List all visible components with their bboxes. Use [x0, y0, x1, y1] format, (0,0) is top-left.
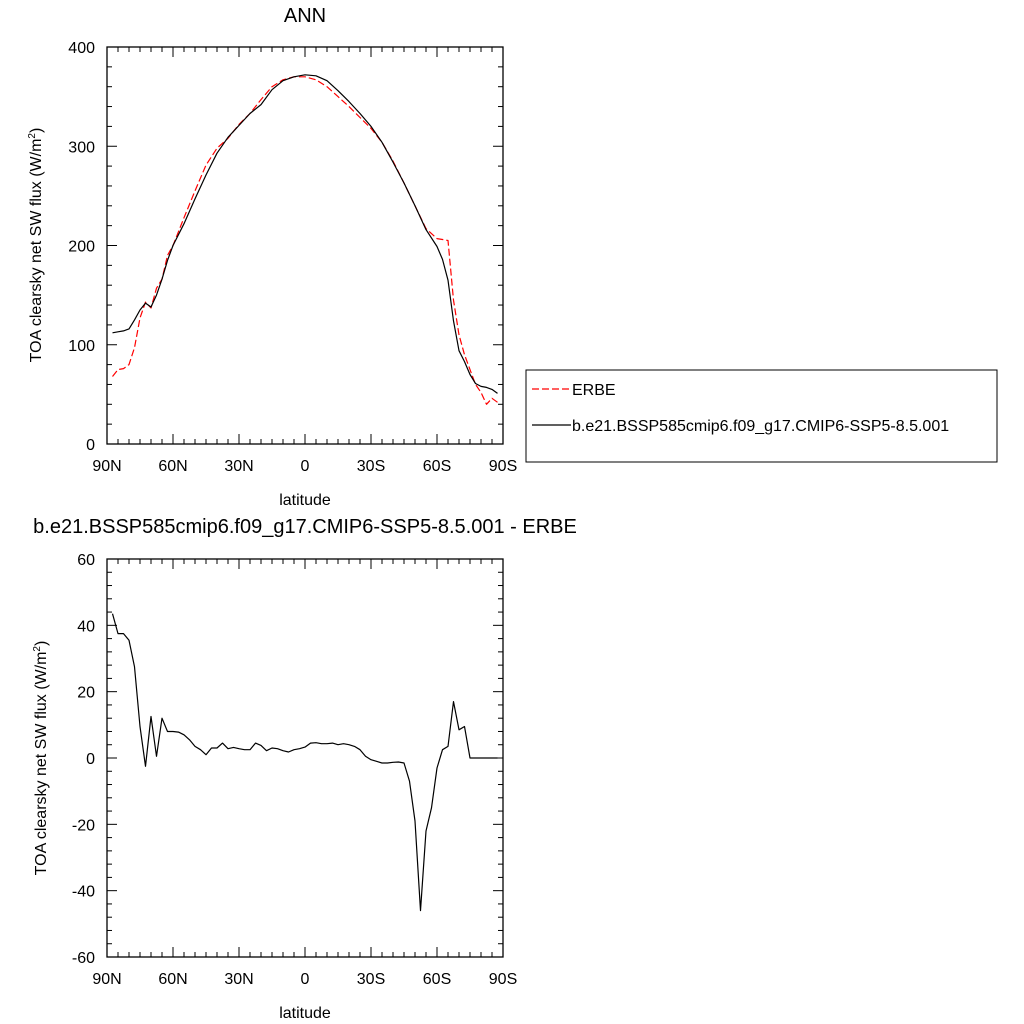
- bottom-y-tick-label: 60: [77, 552, 95, 569]
- top-y-tick-label: 100: [68, 338, 95, 355]
- top-panel-frame: [106, 46, 504, 445]
- bottom-x-tick-label: 30S: [357, 971, 385, 988]
- top-x-tick-label: 60S: [423, 458, 451, 475]
- top-series-line-b-e21-bssp585cmip6-f: [112, 74, 498, 394]
- top-y-tick-label: 300: [68, 139, 95, 156]
- bottom-y-tick-label: -20: [72, 817, 95, 834]
- top-panel: ANN 90N 60N 30N 0 30S 60S 90S 0 100 200 300 400 lat…: [27, 5, 517, 509]
- bottom-panel-y-label-tail: ): [33, 641, 50, 646]
- legend-erbe-label: ERBE: [572, 382, 616, 399]
- bottom-x-tick-label: 60S: [423, 971, 451, 988]
- top-panel-ticks: 90N 60N 30N 0 30S 60S 90S 0 100 200 300 400: [68, 40, 517, 475]
- top-x-tick-label: 60N: [158, 458, 187, 475]
- bottom-x-tick-label: 60N: [158, 971, 187, 988]
- bottom-panel-series: [111, 613, 498, 912]
- bottom-x-tick-label: 90S: [489, 971, 517, 988]
- top-panel-series: [112, 74, 498, 405]
- bottom-panel-y-label-main: TOA clearsky net SW flux (W/m: [33, 652, 50, 876]
- top-x-tick-label: 90N: [92, 458, 121, 475]
- bottom-panel-x-axis-label: latitude: [279, 1005, 331, 1022]
- bottom-x-tick-label: 0: [301, 971, 310, 988]
- bottom-x-tick-label: 90N: [92, 971, 121, 988]
- top-panel-title: ANN: [284, 5, 326, 27]
- top-panel-x-axis-label: latitude: [279, 492, 331, 509]
- top-panel-y-axis-label: TOA clearsky net SW flux (W/m2): [27, 128, 45, 363]
- bottom-y-tick-label: -40: [72, 884, 95, 901]
- top-x-tick-label: 30N: [224, 458, 253, 475]
- bottom-panel-title: b.e21.BSSP585cmip6.f09_g17.CMIP6-SSP5-8.…: [33, 516, 577, 538]
- top-series-line-erbe: [112, 76, 498, 405]
- top-y-tick-label: 200: [68, 239, 95, 256]
- bottom-y-tick-label: 0: [86, 751, 95, 768]
- bottom-series-line-difference: [111, 613, 498, 912]
- bottom-panel-frame: [106, 558, 504, 958]
- bottom-panel-ticks: 90N 60N 30N 0 30S 60S 90S -60 -40 -20 0 20 40 60: [72, 552, 517, 988]
- top-panel-y-label-main: TOA clearsky net SW flux (W/m: [28, 139, 45, 363]
- bottom-x-tick-label: 30N: [224, 971, 253, 988]
- bottom-y-tick-label: 40: [77, 618, 95, 635]
- bottom-panel: b.e21.BSSP585cmip6.f09_g17.CMIP6-SSP5-8.…: [32, 516, 577, 1022]
- top-panel-y-label-tail: ): [28, 128, 45, 133]
- legend-model-label: b.e21.BSSP585cmip6.f09_g17.CMIP6-SSP5-8.…: [572, 418, 949, 435]
- top-y-tick-label: 0: [86, 437, 95, 454]
- bottom-panel-y-axis-label: TOA clearsky net SW flux (W/m2): [32, 641, 50, 876]
- top-x-tick-label: 90S: [489, 458, 517, 475]
- top-x-tick-label: 0: [301, 458, 310, 475]
- top-y-tick-label: 400: [68, 40, 95, 57]
- bottom-y-tick-label: 20: [77, 685, 95, 702]
- bottom-y-tick-label: -60: [72, 950, 95, 967]
- legend-box: [525, 369, 998, 463]
- legend: ERBE b.e21.BSSP585cmip6.f09_g17.CMIP6-SS…: [525, 369, 998, 463]
- top-panel-y-label-superscript: 2: [27, 133, 38, 139]
- bottom-panel-y-label-superscript: 2: [32, 646, 43, 652]
- top-x-tick-label: 30S: [357, 458, 385, 475]
